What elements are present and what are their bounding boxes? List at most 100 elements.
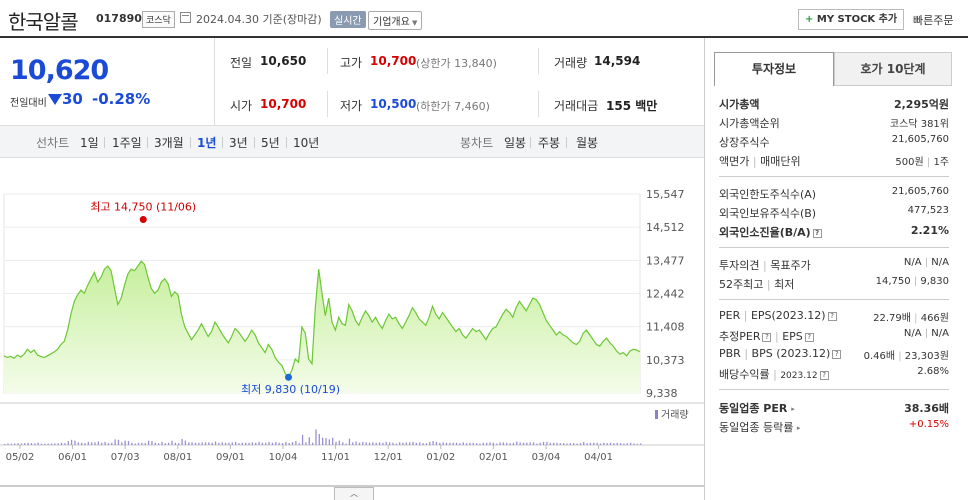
period-3y[interactable]: 3년 [229,136,248,150]
tab-orderbook[interactable]: 호가 10단계 [834,52,952,86]
divider [538,48,539,74]
help-icon[interactable]: ? [827,311,837,321]
period-3m[interactable]: 3개월 [154,136,184,150]
period-5y[interactable]: 5년 [261,136,280,150]
volume-bar [24,443,26,445]
volume-bar [486,442,488,445]
eps-value: 466원 [920,313,949,324]
period-10y[interactable]: 10년 [293,136,320,150]
volume-bar [378,442,381,445]
volume-bar [532,442,535,445]
volume-bar [97,441,100,445]
target-label: 목표주가 [770,259,811,272]
period-1d[interactable]: 1일 [80,136,99,150]
volume-bar [221,442,223,445]
help-icon[interactable]: ? [832,349,842,359]
x-tick-label: 01/02 [426,452,455,463]
period-bar: 선차트 1일 1주일 3개월 1년 3년 5년 10년 봉차트 일봉 주봉 월봉 [0,125,704,158]
volume-bar [211,442,213,445]
bps-label: BPS (2023.12) [751,347,831,360]
w52-high-value: 14,750 [875,276,911,287]
tab-invest-info[interactable]: 투자정보 [714,52,834,86]
divider [214,38,215,125]
chevron-right-icon: ▸ [791,405,795,413]
x-tick-label: 10/04 [269,452,298,463]
ind-rate-row[interactable]: 동일업종 등락률 ▸ +0.15% [719,419,949,435]
period-1y[interactable]: 1년 [197,136,217,150]
low-value: 10,500 [370,97,417,111]
volume-bar [214,441,217,445]
volume-bar [67,441,69,445]
w52-low-label: 최저 [774,278,795,291]
company-info-label: 기업개요 [373,17,410,28]
volume-bar [285,441,287,445]
volume-bar [231,442,233,445]
right-panel: 투자정보 호가 10단계 시가총액 2,295억원 시가총액순위 코스닥 381… [704,38,968,500]
candle-daily[interactable]: 일봉 [504,136,527,150]
candle-weekly[interactable]: 주봉 [538,136,561,150]
volume-bar [308,437,310,445]
volume-bar [311,442,314,445]
volume-bar [121,442,123,445]
ind-per-row[interactable]: 동일업종 PER ▸ 38.36배 [719,400,949,416]
high-value: 10,700 [370,54,417,68]
x-tick-label: 11/01 [321,452,350,463]
volume-bar [164,443,166,445]
volume-bar [261,442,264,445]
volume-bar [342,442,344,445]
help-icon[interactable]: ? [819,370,829,380]
volume-bar [469,442,471,445]
foreign-limit-value: 21,605,760 [891,186,949,197]
per-row: PER | EPS(2023.12)? 22.79배 | 466원 [719,309,949,324]
mystock-add-button[interactable]: + MY STOCK 추가 [798,9,905,30]
volume-bar [134,443,136,445]
volume-bar [516,441,518,445]
company-info-button[interactable]: 기업개요 ▼ [368,11,423,30]
volume-bar [445,442,448,445]
x-tick-label: 03/04 [532,452,561,463]
high-label: 고가 [340,56,363,70]
price-chart[interactable]: 15,547 14,512 13,477 12,442 11,408 10,373 9,33… [0,160,704,500]
volume-bar [248,442,250,445]
candle-monthly[interactable]: 월봉 [576,136,599,150]
volume-bar [599,443,602,445]
y-tick-label: 11,408 [646,321,685,334]
realtime-button[interactable]: 실시간 [330,11,366,28]
volume-bar [77,442,79,445]
volume-bar [365,442,367,445]
x-tick-label: 12/01 [374,452,403,463]
volume-bar [335,441,337,445]
date-text: 2024.04.30 기준(장마감) [196,13,322,26]
volume-bar [332,437,334,445]
calendar-icon [180,12,191,23]
volume-bar [542,441,545,445]
help-icon[interactable]: ? [804,332,814,342]
period-1w[interactable]: 1주일 [112,136,142,150]
foreign-limit-row: 외국인한도주식수(A) 21,605,760 [719,186,949,202]
volume-bar [291,442,294,445]
help-icon[interactable]: ? [812,228,822,238]
volume-bar [295,441,297,445]
volume-bar [4,444,6,445]
volume-bar [178,443,180,445]
volume-bar [573,443,575,445]
volume-bar [388,442,391,445]
volume-bar [405,442,407,445]
pbr-row: PBR | BPS (2023.12)? 0.46배 | 23,303원 [719,347,949,362]
mystock-label: MY STOCK 추가 [816,14,898,25]
volume-bar [17,443,19,445]
volume-bar [519,442,521,445]
quick-order-link[interactable]: 빠른주문 [913,14,954,27]
change-percent: -0.28% [92,90,151,108]
par-row: 액면가 | 매매단위 500원 | 1주 [719,155,949,168]
volume-bar [619,443,622,445]
rank-value: 코스닥 381위 [889,119,949,130]
collapse-handle[interactable]: ︿ [334,487,374,500]
foreign-hold-value: 477,523 [907,205,949,216]
volume-bar [188,442,190,445]
volume-bar [509,443,511,445]
volume-bar [475,443,478,445]
volume-bar [636,443,638,445]
volume-bar [462,442,464,445]
help-icon[interactable]: ? [762,332,772,342]
